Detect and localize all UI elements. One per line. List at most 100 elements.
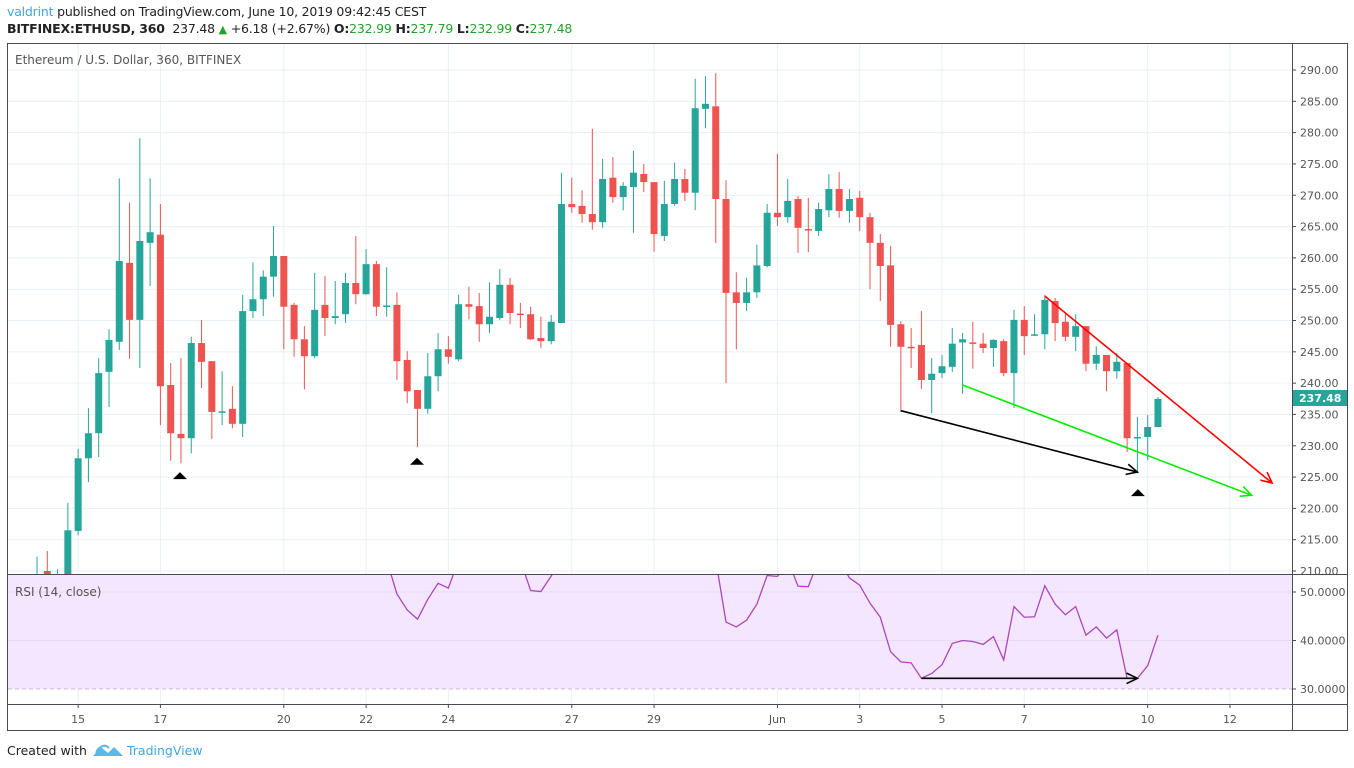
bullish-candle <box>784 178 792 223</box>
candle-body <box>270 255 278 277</box>
time-axis[interactable]: 15 17 20 22 24 27 29 Jun 3 5 7 10 12 <box>71 704 1237 726</box>
candle-body <box>804 229 812 231</box>
bearish-candle <box>1103 354 1111 392</box>
black-support-arrow <box>900 409 1138 473</box>
time-tick-label: 7 <box>1021 713 1028 726</box>
rsi-grid <box>8 591 1292 641</box>
rsi-tick-label: 40.0000 <box>1300 635 1346 648</box>
price-annotations <box>172 295 1274 498</box>
bearish-candle <box>475 292 483 342</box>
bullish-candle <box>187 336 195 454</box>
bullish-candle <box>557 172 565 324</box>
candle-body <box>177 433 185 439</box>
bearish-candle <box>568 177 576 213</box>
candle-body <box>300 339 308 357</box>
symbol: BITFINEX:ETHUSD, 360 <box>7 21 165 36</box>
candle-body <box>578 205 586 215</box>
candle-body <box>671 178 679 205</box>
candle-body <box>424 376 432 409</box>
candle-body <box>393 304 401 362</box>
price-tick-label: 275.00 <box>1300 158 1339 171</box>
tradingview-cloud-logo-icon <box>92 744 123 757</box>
candle-body <box>414 390 422 409</box>
bullish-candle <box>496 269 504 320</box>
rsi-title: RSI (14, close) <box>15 585 101 599</box>
bullish-candle <box>1144 415 1152 461</box>
bullish-candle <box>270 225 278 297</box>
price-tick-label: 250.00 <box>1300 315 1339 328</box>
bullish-candle <box>64 502 72 574</box>
candle-body <box>691 108 699 193</box>
bearish-candle <box>712 73 720 243</box>
triangle-up-marker-icon <box>172 472 187 480</box>
chart-title: Ethereum / U.S. Dollar, 360, BITFINEX <box>15 53 241 67</box>
candle-body <box>948 343 956 367</box>
bullish-candle <box>84 408 92 483</box>
candle-body <box>311 309 319 357</box>
bullish-candle <box>146 178 154 287</box>
bullish-candle <box>362 249 370 295</box>
rsi-pane <box>390 575 1159 685</box>
candle-body <box>712 106 720 200</box>
chart-frame <box>7 43 1348 731</box>
candle-body <box>1103 354 1111 372</box>
candle-body <box>465 304 473 307</box>
time-tick-label: 17 <box>153 713 167 726</box>
candle-body <box>105 339 113 372</box>
candle-body <box>959 339 967 343</box>
bearish-candle <box>290 302 298 357</box>
created-with: Created with <box>7 742 87 758</box>
bullish-candle <box>1133 416 1141 474</box>
close-label: C: <box>515 21 530 36</box>
tradingview-link[interactable]: TradingView <box>126 742 203 758</box>
bearish-candle <box>969 321 977 369</box>
bearish-candle <box>198 319 206 389</box>
candle-body <box>743 292 751 303</box>
rsi-band <box>8 575 1292 689</box>
candle-body <box>485 316 493 325</box>
red-resistance-arrow <box>1044 295 1273 484</box>
time-tick-label: 24 <box>441 713 455 726</box>
bullish-candle <box>815 202 823 236</box>
author-link[interactable]: valdrint <box>7 4 54 19</box>
time-tick-label: 15 <box>71 713 85 726</box>
price-tick-label: 225.00 <box>1300 471 1339 484</box>
candle-body <box>835 188 843 211</box>
rsi-axis[interactable]: 50.0000 40.0000 30.0000 <box>1292 586 1346 696</box>
candle-body <box>969 342 977 344</box>
bullish-candle <box>383 267 391 317</box>
candle-body <box>732 292 740 303</box>
candle-body <box>845 199 853 211</box>
candle-body <box>1031 334 1039 336</box>
bearish-candle <box>228 386 236 429</box>
candle-body <box>1041 299 1049 335</box>
candle-body <box>115 261 123 342</box>
price-axis[interactable]: 290.00 285.00 280.00 275.00 270.00 265.00 260.… <box>1292 64 1339 578</box>
bearish-candle <box>43 550 51 574</box>
triangle-up-marker-icon <box>409 457 424 465</box>
bearish-candle <box>516 302 524 329</box>
bullish-candle <box>671 162 679 206</box>
bearish-candle <box>588 128 596 230</box>
bearish-candle <box>414 390 422 448</box>
candle-body <box>228 408 236 424</box>
bullish-candle <box>74 448 82 536</box>
candle-body <box>701 103 709 109</box>
bullish-candle <box>825 173 833 218</box>
bearish-candle <box>1061 312 1069 342</box>
bearish-candle <box>527 306 535 340</box>
time-tick-label: 10 <box>1141 713 1155 726</box>
bullish-candle <box>434 333 442 392</box>
bullish-candle <box>763 204 771 268</box>
candle-body <box>1010 319 1018 374</box>
low-label: L: <box>456 21 470 36</box>
candle-body <box>989 339 997 349</box>
candle-body <box>763 212 771 267</box>
bearish-candle <box>537 316 545 349</box>
candle-body <box>599 178 607 223</box>
bearish-candle <box>403 351 411 404</box>
candle-body <box>1051 301 1059 324</box>
candle-body <box>1113 361 1121 372</box>
bullish-candle <box>311 272 319 359</box>
